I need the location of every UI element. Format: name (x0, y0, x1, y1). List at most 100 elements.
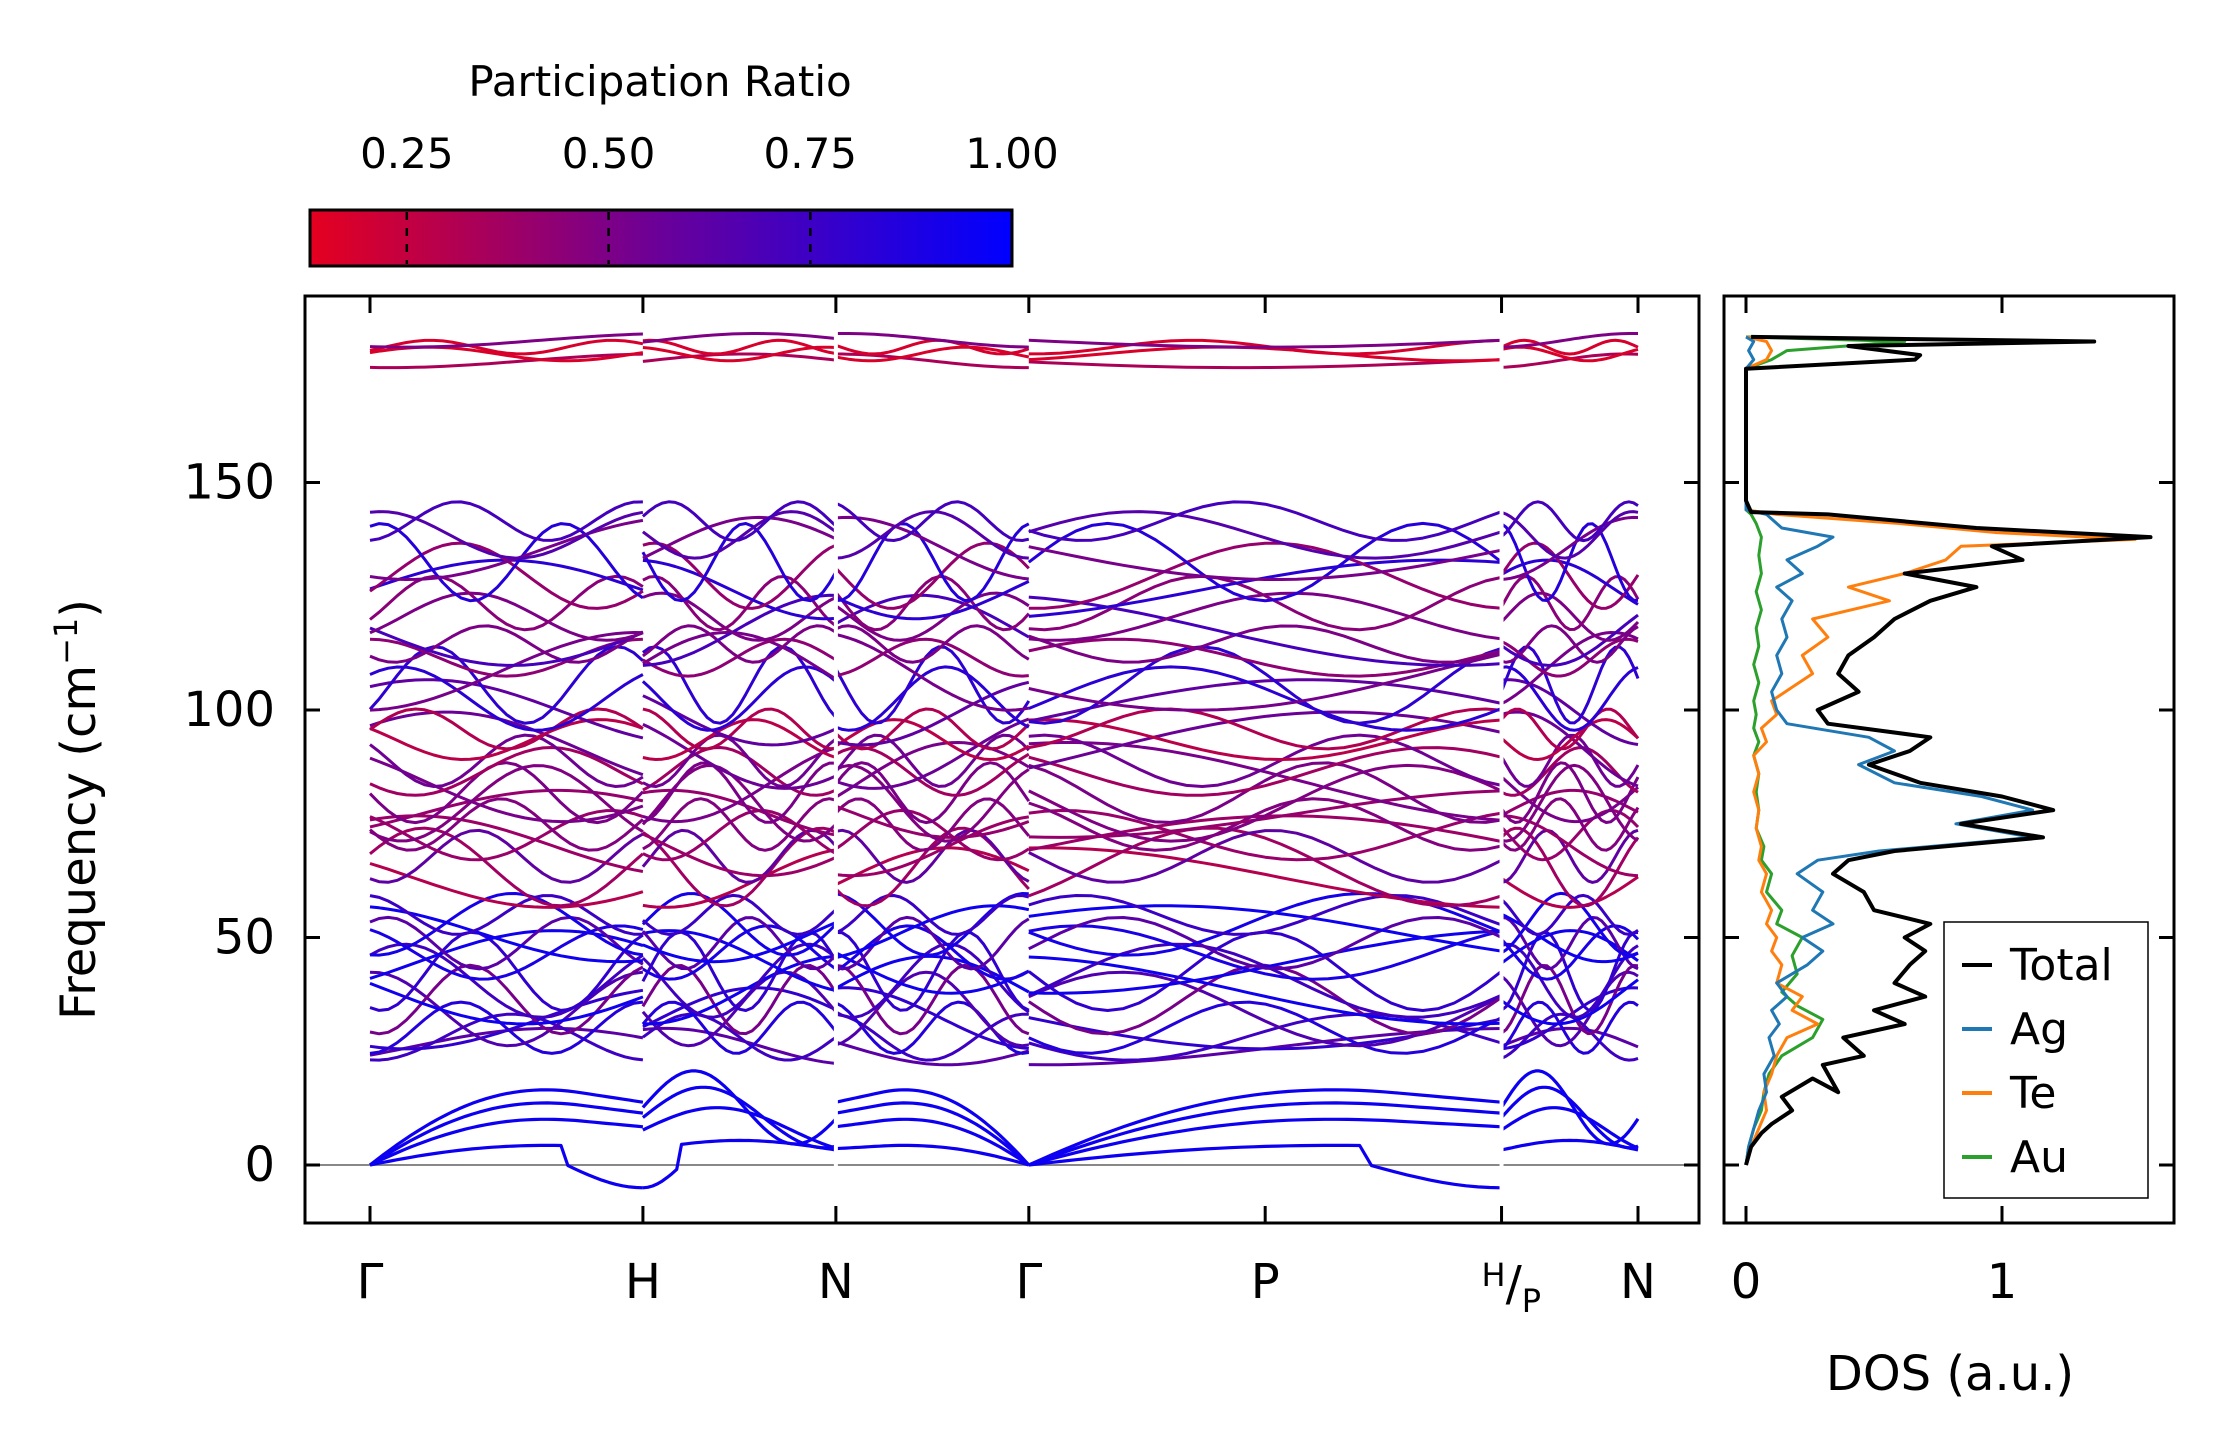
phonon-band (642, 733, 837, 788)
phonon-band (1500, 733, 1640, 788)
phonon-band (1500, 500, 1639, 543)
phonon-band (1028, 904, 1502, 953)
phonon-band (642, 1106, 837, 1150)
phonon-band (642, 921, 837, 964)
phonon-band (369, 756, 644, 824)
phonon-band (641, 893, 837, 936)
phonon-band (642, 797, 837, 852)
phonon-band (1500, 591, 1640, 642)
phonon-band (642, 955, 836, 1026)
phonon-band (1500, 775, 1639, 824)
x-tick-label: H (625, 1254, 661, 1310)
phonon-band (368, 761, 644, 825)
phonon-band (1028, 924, 1502, 981)
phonon-band (835, 930, 1030, 1012)
phonon-band (369, 1101, 644, 1167)
y-tick-label: 50 (214, 910, 275, 966)
band-plot-frame (303, 294, 1701, 1225)
phonon-band (1500, 1069, 1640, 1146)
phonon-band (369, 1143, 643, 1190)
phonon-band (641, 500, 837, 542)
phonon-band (369, 905, 643, 964)
phonon-band (1028, 846, 1502, 909)
phonon-band (835, 1101, 1030, 1167)
phonon-band (369, 970, 644, 1048)
phonon-band (642, 707, 836, 751)
phonon-band (369, 626, 644, 667)
colorbar-title: Participation Ratio (468, 57, 851, 106)
phonon-band (641, 1000, 838, 1055)
phonon-band (1028, 916, 1503, 971)
phonon-band (835, 915, 1030, 971)
phonon-band (1028, 1088, 1502, 1167)
phonon-band (1501, 345, 1639, 363)
dos-x-axis-label: DOS (a.u.) (1826, 1346, 2074, 1402)
phonon-band (369, 892, 644, 957)
phonon-band (1500, 707, 1640, 751)
phonon-band (1028, 1000, 1503, 1055)
band-x-axis: Γ H N Γ P H/P N (357, 296, 1656, 1320)
phonon-band (835, 332, 1029, 349)
phonon-band (641, 892, 837, 957)
phonon-band (369, 746, 644, 797)
phonon-band (834, 761, 1031, 825)
phonon-band (369, 988, 644, 1051)
legend-label: Te (2009, 1068, 2056, 1119)
phonon-band (1028, 894, 1503, 936)
phonon-band (641, 828, 837, 884)
phonon-band (642, 832, 837, 878)
phonon-band (1500, 718, 1640, 761)
x-tick-label-hp: H/P (1482, 1256, 1542, 1320)
phonon-band (835, 522, 1030, 602)
phonon-band (1500, 637, 1639, 678)
phonon-band (1027, 930, 1503, 1012)
phonon-band (369, 718, 644, 761)
phonon-band (369, 733, 644, 788)
phonon-band (1500, 929, 1639, 965)
phonon-band (1028, 358, 1502, 370)
phonon-band (835, 1117, 1030, 1167)
phonon-band (1028, 624, 1502, 664)
phonon-band (1028, 797, 1502, 852)
phonon-band (835, 828, 1030, 884)
y-tick-label: 100 (183, 682, 275, 738)
dos-curve-te (1744, 335, 2137, 1166)
phonon-band (642, 746, 837, 824)
phonon-band (1028, 541, 1502, 610)
phonon-band (641, 916, 837, 971)
phonon-band (1501, 332, 1638, 349)
phonon-band (1028, 955, 1502, 1026)
dos-plot-frame (1722, 294, 2176, 1225)
phonon-band (1028, 707, 1502, 751)
phonon-band (834, 645, 1031, 725)
phonon-band (369, 894, 643, 936)
phonon-band (835, 942, 1030, 1019)
phonon-band (835, 815, 1030, 878)
phonon-band (835, 1088, 1030, 1167)
phonon-band (1028, 1143, 1502, 1190)
phonon-band (1028, 809, 1502, 862)
phonon-band (1028, 1117, 1502, 1167)
phonon-band (1500, 613, 1639, 667)
phonon-band (834, 733, 1030, 788)
phonon-band (369, 764, 644, 843)
phonon-band (834, 707, 1030, 751)
phonon-band (835, 624, 1030, 664)
phonon-band (1028, 510, 1502, 560)
band-y-axis: 0 50 100 150 (183, 455, 1699, 1193)
phonon-band (369, 981, 644, 1026)
phonon-band (369, 665, 644, 732)
legend-label: Ag (2010, 1004, 2068, 1055)
phonon-band (835, 633, 1030, 712)
phonon-band (642, 809, 837, 862)
phonon-band (1500, 746, 1639, 797)
phonon-band (642, 541, 837, 610)
phonon-band (835, 345, 1030, 363)
phonon-band (642, 332, 837, 344)
phonon-band (369, 915, 644, 971)
colorbar-tick-label: 0.25 (360, 129, 454, 178)
phonon-band (369, 1088, 644, 1167)
